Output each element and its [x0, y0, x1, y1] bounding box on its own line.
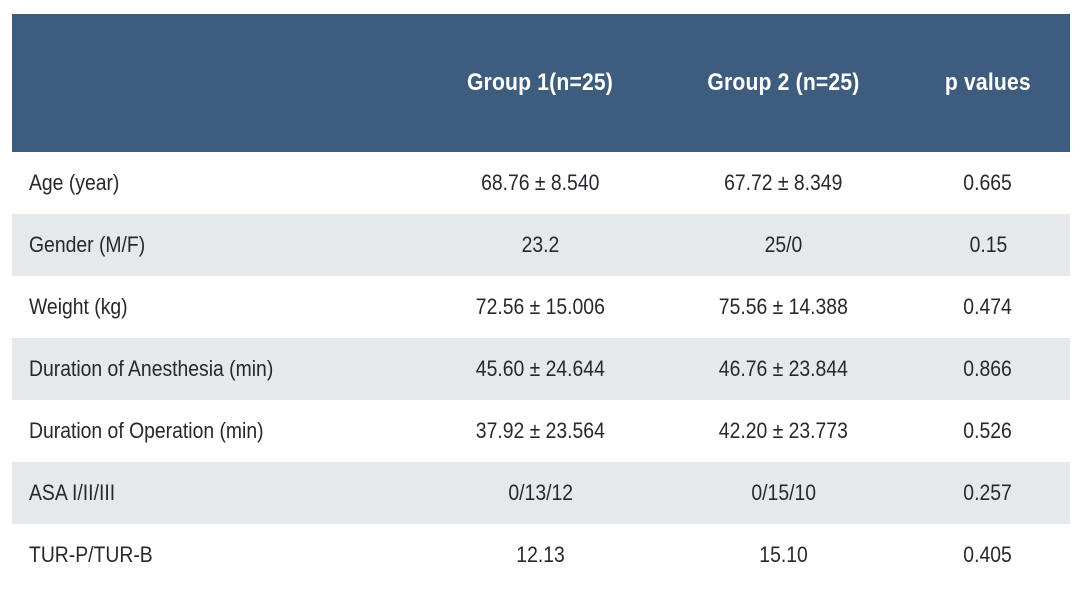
group2-value-cell: 75.56 ± 14.388: [718, 294, 848, 319]
header-group1-cell: Group 1(n=25): [420, 69, 660, 97]
table-row-weight: Weight (kg) 72.56 ± 15.006 75.56 ± 14.38…: [12, 276, 1070, 338]
pvalue-cell: 0.665: [963, 170, 1013, 195]
pvalue-cell: 0.405: [963, 542, 1013, 567]
table-header-row: Group 1(n=25) Group 2 (n=25) p values: [12, 14, 1070, 152]
pvalue-cell: 0.866: [963, 356, 1013, 381]
table-row-duration-anesthesia: Duration of Anesthesia (min) 45.60 ± 24.…: [12, 338, 1070, 400]
group1-value-cell: 37.92 ± 23.564: [475, 418, 605, 443]
header-group2-label: Group 2 (n=25): [707, 69, 860, 96]
group2-value-cell: 25/0: [764, 232, 803, 257]
pvalue-cell: 0.15: [969, 232, 1007, 257]
group1-value-cell: 12.13: [516, 542, 565, 567]
table-row-gender: Gender (M/F) 23.2 25/0 0.15: [12, 214, 1070, 276]
patient-demographics-table: Group 1(n=25) Group 2 (n=25) p values Ag…: [12, 14, 1070, 586]
header-pvalues-cell: p values: [906, 69, 1070, 97]
row-label-cell: Age (year): [29, 170, 120, 195]
group2-value-cell: 67.72 ± 8.349: [724, 170, 843, 195]
pvalue-cell: 0.526: [963, 418, 1013, 443]
pvalue-cell: 0.474: [963, 294, 1013, 319]
group2-value-cell: 0/15/10: [750, 480, 816, 505]
header-pvalues-label: p values: [945, 69, 1031, 96]
group1-value-cell: 45.60 ± 24.644: [475, 356, 605, 381]
header-group2-cell: Group 2 (n=25): [661, 69, 906, 97]
group1-value-cell: 72.56 ± 15.006: [475, 294, 605, 319]
row-label-cell: TUR-P/TUR-B: [29, 542, 153, 567]
group1-value-cell: 0/13/12: [508, 480, 573, 505]
group1-value-cell: 23.2: [521, 232, 560, 257]
header-corner-cell: [12, 69, 420, 97]
row-label-cell: Duration of Anesthesia (min): [29, 356, 274, 381]
group2-value-cell: 42.20 ± 23.773: [718, 418, 848, 443]
row-label-cell: Weight (kg): [29, 294, 128, 319]
pvalue-cell: 0.257: [963, 480, 1013, 505]
table-row-duration-operation: Duration of Operation (min) 37.92 ± 23.5…: [12, 400, 1070, 462]
group1-value-cell: 68.76 ± 8.540: [481, 170, 600, 195]
table-row-tur: TUR-P/TUR-B 12.13 15.10 0.405: [12, 524, 1070, 586]
row-label-cell: Gender (M/F): [29, 232, 146, 257]
row-label-cell: Duration of Operation (min): [29, 418, 264, 443]
table-row-asa: ASA I/II/III 0/13/12 0/15/10 0.257: [12, 462, 1070, 524]
group2-value-cell: 15.10: [759, 542, 808, 567]
row-label-cell: ASA I/II/III: [29, 480, 116, 505]
group2-value-cell: 46.76 ± 23.844: [718, 356, 848, 381]
header-group1-label: Group 1(n=25): [467, 69, 614, 96]
table-row-age: Age (year) 68.76 ± 8.540 67.72 ± 8.349 0…: [12, 152, 1070, 214]
